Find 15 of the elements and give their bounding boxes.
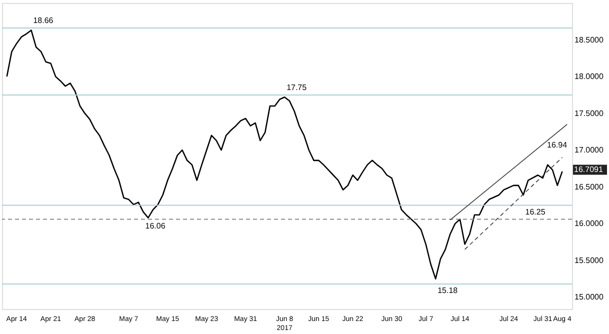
annotation: 15.18 (438, 286, 458, 295)
text: 16.7091 (574, 164, 604, 174)
y-tick-label: 15.0000 (574, 292, 604, 302)
annotation: 16.94 (547, 140, 568, 150)
y-tick-label: 15.5000 (574, 256, 604, 265)
y-tick-label: 18.5000 (574, 35, 604, 44)
y-tick-label: 16.5000 (574, 182, 604, 192)
y-tick-label: 17.0000 (574, 146, 604, 155)
y-tick-label: 18.0000 (574, 72, 604, 82)
y-tick-label: 17.5000 (574, 108, 604, 118)
annotation: 17.75 (286, 82, 308, 92)
annotation: 18.66 (33, 16, 54, 26)
annotation: 16.25 (525, 207, 546, 216)
annotation: 16.06 (145, 221, 166, 230)
y-tick-label: 16.0000 (574, 219, 604, 228)
